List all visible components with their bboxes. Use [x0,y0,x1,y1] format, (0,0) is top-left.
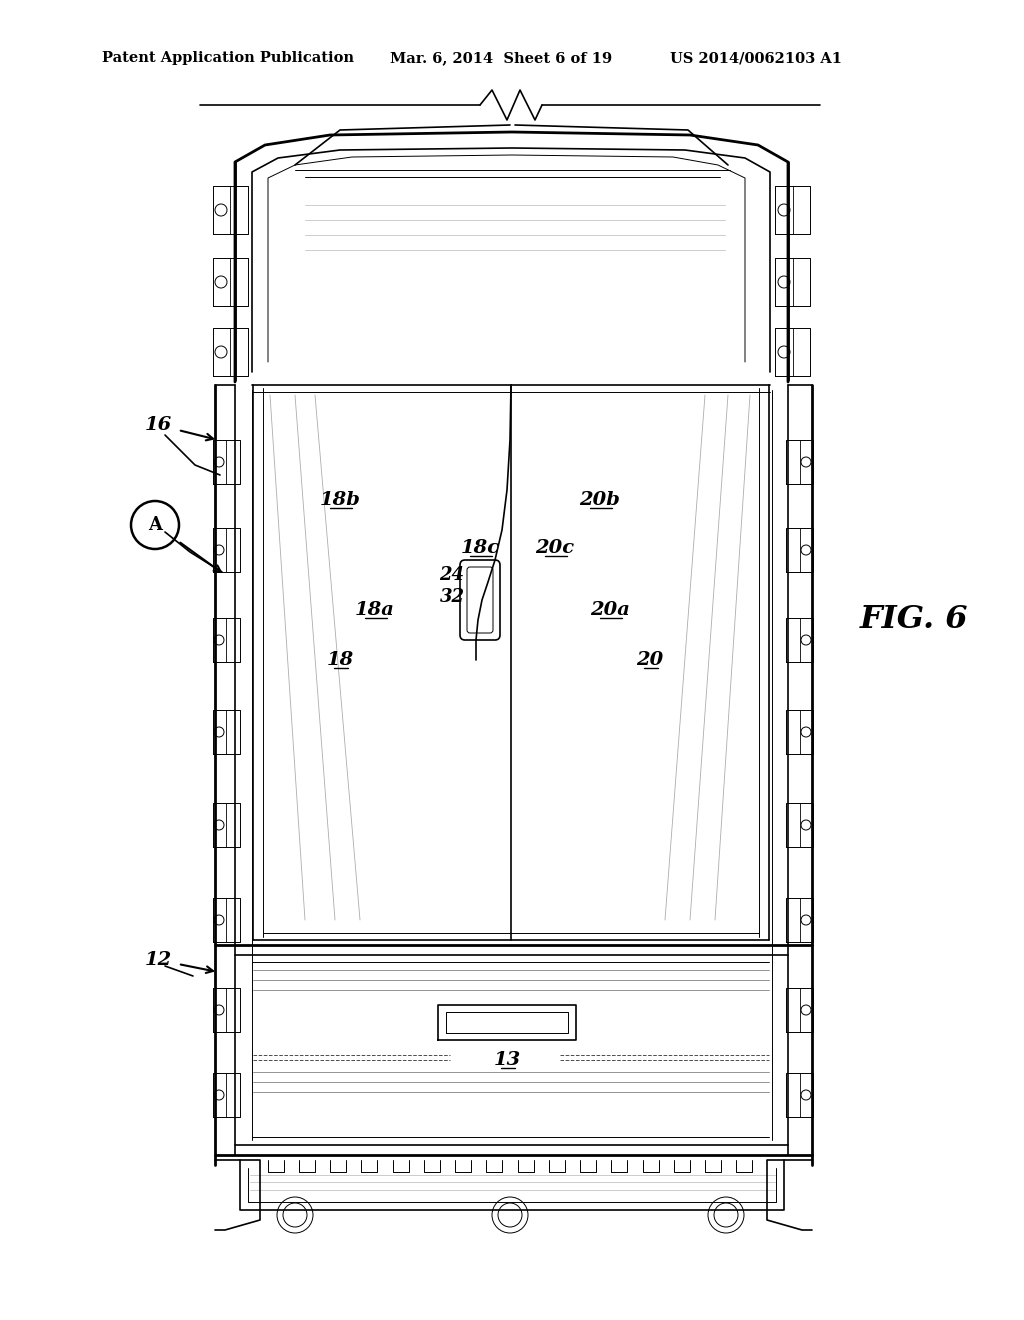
Text: 32: 32 [439,587,465,606]
Text: 20: 20 [636,651,664,669]
Text: Mar. 6, 2014  Sheet 6 of 19: Mar. 6, 2014 Sheet 6 of 19 [390,51,612,65]
Text: FIG. 6: FIG. 6 [860,605,969,635]
Text: 18: 18 [327,651,353,669]
Text: 13: 13 [494,1051,520,1069]
Text: 20b: 20b [580,491,621,510]
Text: 24: 24 [439,566,465,583]
Text: 20a: 20a [590,601,630,619]
Text: 16: 16 [144,416,172,434]
Text: 18b: 18b [319,491,360,510]
Text: 18a: 18a [355,601,395,619]
Text: US 2014/0062103 A1: US 2014/0062103 A1 [670,51,842,65]
Text: Patent Application Publication: Patent Application Publication [102,51,354,65]
Text: 18c: 18c [461,539,500,557]
Text: 12: 12 [144,950,172,969]
Text: A: A [148,516,162,535]
Text: 20c: 20c [536,539,574,557]
